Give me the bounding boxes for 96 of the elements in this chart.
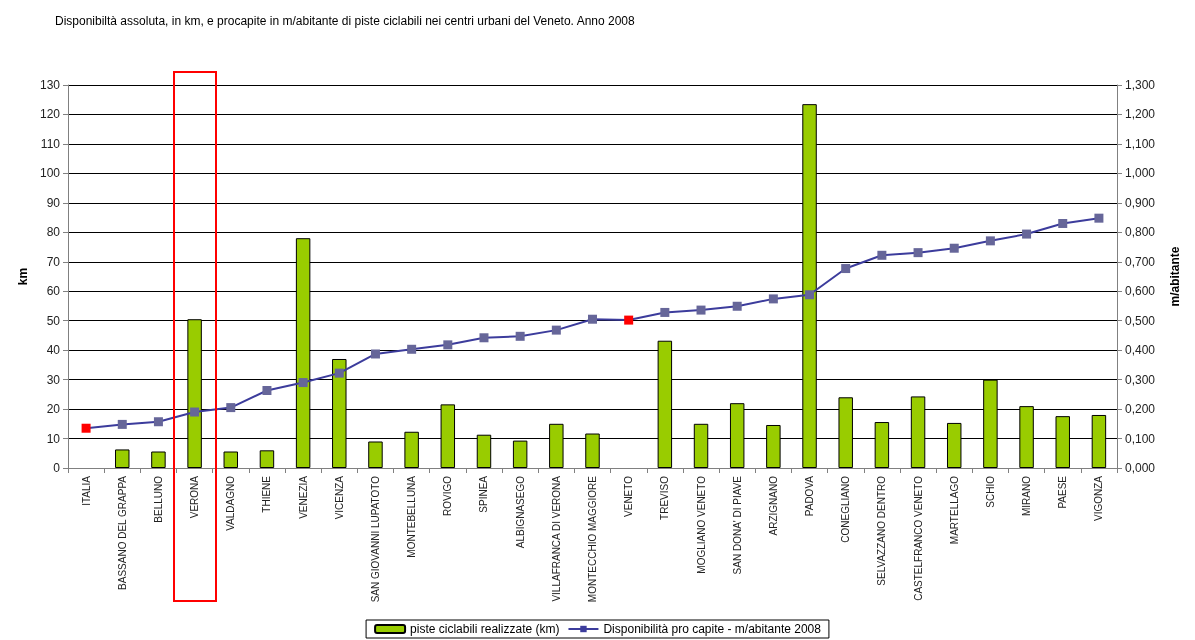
point (949, 243, 959, 253)
point (334, 368, 344, 378)
y-tick-label: 100 (39, 166, 61, 181)
point (479, 333, 489, 343)
x-tick-label: ARZIGNANO (767, 475, 779, 536)
point (985, 236, 995, 246)
point (551, 325, 561, 335)
x-tick-label: VICENZA (333, 475, 345, 520)
point (262, 386, 272, 396)
x-tick-label: VENETO (623, 475, 635, 517)
point (913, 248, 923, 258)
y2-axis-title: m/abitante (1168, 246, 1182, 307)
point (768, 294, 778, 304)
y2-tick-label: 0,400 (1125, 343, 1156, 358)
point (696, 305, 706, 315)
x-tick-label: TREVISO (659, 475, 671, 520)
point (588, 314, 597, 324)
y-axis-title: km (16, 267, 31, 286)
x-tick-label: THIENE (261, 475, 273, 513)
x-tick-label: CONEGLIANO (840, 475, 852, 543)
point (1058, 218, 1068, 228)
y-tick-label: 130 (39, 78, 61, 92)
y2-tick-label: 0,600 (1125, 284, 1156, 299)
point (81, 423, 91, 433)
x-tick-label: VILLAFRANCA DI VERONA (550, 475, 562, 602)
y2-tick-label: 0,700 (1125, 254, 1156, 269)
point (1022, 229, 1032, 239)
y-tick-label: 50 (46, 313, 61, 328)
x-tick-label: SPINEA (478, 475, 490, 513)
bar (368, 441, 383, 468)
point (877, 250, 887, 260)
point (624, 315, 634, 325)
legend-label: piste ciclabili realizzate (km) (410, 622, 560, 636)
y-tick-label: 20 (46, 402, 61, 417)
x-tick-label: MARTELLAGO (948, 475, 960, 545)
y-tick-label: 0 (53, 461, 61, 475)
x-tick-label: MIRANO (1021, 475, 1033, 516)
x-tick-label: ITALIA (80, 475, 92, 506)
y2-tick-label: 1,300 (1125, 78, 1156, 92)
point (298, 378, 308, 388)
point (407, 344, 417, 354)
bar (151, 451, 166, 468)
x-tick-label: CASTELFRANCO VENETO (912, 475, 924, 601)
y-tick-label: 90 (46, 195, 61, 210)
y-tick-label: 120 (39, 107, 61, 122)
point (117, 419, 127, 429)
x-tick-label: BASSANO DEL GRAPPA (116, 475, 128, 590)
x-tick-label: MONTECCHIO MAGGIORE (587, 475, 598, 603)
y-tick-label: 30 (46, 372, 61, 387)
y2-tick-label: 0,000 (1125, 461, 1156, 475)
point (443, 340, 453, 350)
y2-tick-label: 0,200 (1125, 402, 1156, 417)
x-tick-label: VIGONZA (1093, 475, 1105, 522)
point (226, 403, 236, 413)
x-tick-label: VALDAGNO (225, 475, 237, 531)
bar (223, 451, 239, 468)
point (732, 301, 742, 311)
x-tick-label: MOGLIANO VENETO (695, 475, 707, 574)
x-tick-label: SCHIO (984, 475, 996, 508)
y-tick-label: 60 (46, 284, 61, 299)
point (153, 417, 163, 427)
y2-tick-label: 1,000 (1125, 166, 1156, 181)
point (515, 331, 525, 341)
y2-tick-label: 0,900 (1125, 195, 1156, 210)
y2-tick-label: 0,500 (1125, 313, 1156, 328)
bar (259, 450, 275, 468)
point (805, 290, 815, 300)
y-tick-label: 40 (46, 343, 61, 358)
y-tick-label: 10 (46, 431, 61, 446)
y2-tick-label: 0,300 (1125, 372, 1156, 387)
x-tick-label: ROVIGO (442, 475, 454, 517)
x-tick-label: SAN DONA' DI PIAVE (731, 475, 743, 575)
y-tick-label: 110 (40, 136, 61, 151)
chart-title: Disponibiltà assoluta, in km, e procapite in m/abitante di piste ciclabili nei centri urbani del Veneto. Anno 2008 (55, 14, 636, 28)
bar (115, 449, 130, 468)
x-tick-label: SELVAZZANO DENTRO (876, 475, 888, 586)
x-tick-label: MONTEBELLUNA (406, 475, 418, 558)
point (1094, 213, 1104, 223)
y2-tick-label: 0,100 (1125, 431, 1156, 446)
x-tick-label: ALBIGNASEGO (514, 475, 526, 549)
y2-tick-label: 1,200 (1125, 107, 1156, 122)
x-tick-label: PAESE (1057, 475, 1069, 509)
y2-tick-label: 0,800 (1125, 225, 1156, 240)
point (841, 264, 851, 274)
x-tick-label: VERONA (189, 475, 201, 519)
x-tick-label: VENEZIA (297, 475, 309, 519)
y-tick-label: 70 (46, 254, 61, 269)
y-tick-label: 80 (46, 225, 61, 240)
x-tick-label: PADOVA (804, 475, 816, 517)
x-tick-label: SAN GIOVANNI LUPATOTO (369, 475, 381, 603)
legend-label: Disponibilità pro capite - m/abitante 2008 (603, 622, 822, 636)
x-tick-label: BELLUNO (152, 475, 164, 523)
point (190, 407, 200, 417)
point (370, 349, 380, 359)
y2-tick-label: 1,100 (1125, 136, 1156, 151)
point (660, 307, 670, 317)
